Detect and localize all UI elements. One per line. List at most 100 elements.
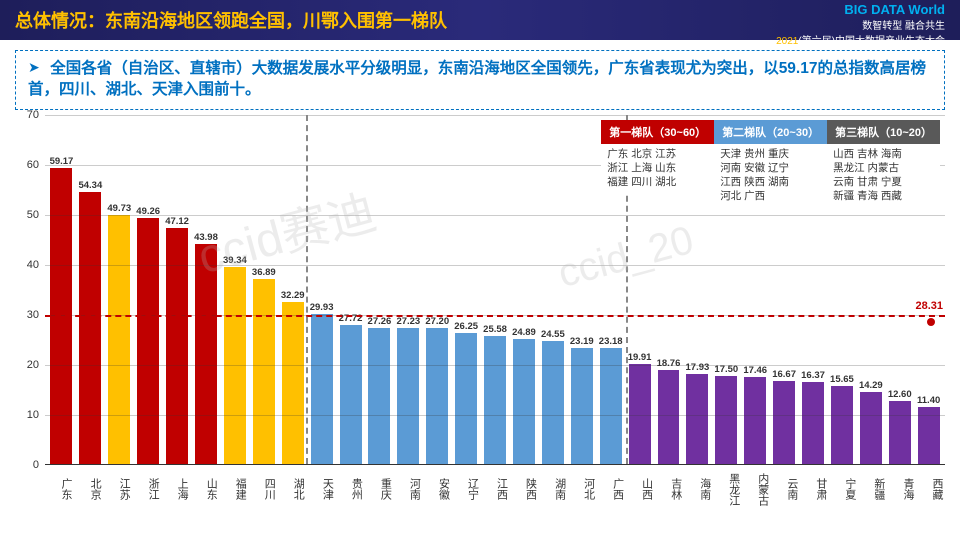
bar-chart: ccid赛迪 ccid_20 010203040506070 59.1754.3… (15, 115, 945, 523)
tier-header: 第二梯队（20~30） (714, 120, 827, 144)
description-text: 全国各省（自治区、直辖市）大数据发展水平分级明显，东南沿海地区全国领先，广东省表… (28, 60, 926, 98)
logo: BIG DATA World (776, 2, 945, 17)
y-tick: 40 (27, 259, 39, 271)
bar (686, 374, 708, 464)
bar (340, 325, 362, 464)
bar-column: 27.26 (365, 316, 394, 464)
bar (108, 215, 130, 464)
bar (195, 244, 217, 464)
header-event: 2021(第六届)中国大数据产业生态大会 (776, 32, 945, 47)
grid-line (45, 115, 945, 116)
x-label: 四川 (248, 467, 277, 512)
bar-value-label: 18.76 (657, 358, 681, 369)
reference-line (45, 315, 945, 317)
x-label: 山西 (626, 467, 655, 512)
bar-value-label: 23.19 (570, 336, 594, 347)
x-label: 黑龙江 (713, 467, 742, 512)
x-label: 浙江 (132, 467, 161, 512)
bar (889, 401, 911, 464)
bar (715, 376, 737, 464)
y-tick: 60 (27, 159, 39, 171)
x-axis-labels: 广东北京江苏浙江上海山东福建四川湖北天津贵州重庆河南安徽辽宁江西陕西湖南河北广西… (45, 467, 945, 512)
tier-items: 广东 北京 江苏浙江 上海 山东福建 四川 湖北 (601, 144, 714, 193)
x-label: 云南 (771, 467, 800, 512)
bar (455, 333, 477, 464)
bar-column: 47.12 (163, 216, 192, 464)
final-point-marker (927, 318, 935, 326)
x-label: 陕西 (510, 467, 539, 512)
bar-column: 16.67 (770, 369, 799, 464)
x-label: 河北 (568, 467, 597, 512)
bar-value-label: 25.58 (483, 324, 507, 335)
bar-column: 19.91 (625, 352, 654, 464)
grid-line (45, 365, 945, 366)
x-label: 新疆 (858, 467, 887, 512)
bar-column: 27.23 (394, 316, 423, 464)
bar-value-label: 49.73 (107, 203, 131, 214)
bar-value-label: 27.20 (425, 316, 449, 327)
y-axis: 010203040506070 (15, 115, 45, 465)
bar-column: 16.37 (799, 370, 828, 464)
header-slogan: 数智转型 融合共生 (776, 17, 945, 32)
bar-value-label: 43.98 (194, 232, 218, 243)
x-label: 贵州 (335, 467, 364, 512)
tier-items: 山西 吉林 海南黑龙江 内蒙古云南 甘肃 宁夏新疆 青海 西藏 (827, 144, 940, 207)
x-label: 广东 (45, 467, 74, 512)
bar-column: 24.55 (538, 329, 567, 464)
bar (513, 339, 535, 463)
tier-header: 第一梯队（30~60） (601, 120, 714, 144)
bar (253, 279, 275, 463)
bar-value-label: 14.29 (859, 380, 883, 391)
bar (426, 328, 448, 464)
grid-line (45, 215, 945, 216)
bar (137, 218, 159, 464)
tier-legend: 第一梯队（30~60）广东 北京 江苏浙江 上海 山东福建 四川 湖北第二梯队（… (601, 120, 940, 207)
bar-value-label: 17.50 (714, 364, 738, 375)
x-label: 青海 (887, 467, 916, 512)
x-label: 江西 (480, 467, 509, 512)
x-label: 北京 (74, 467, 103, 512)
bar (658, 370, 680, 464)
y-tick: 20 (27, 359, 39, 371)
bar-value-label: 29.93 (310, 302, 334, 313)
bar-value-label: 27.26 (368, 316, 392, 327)
tier-items: 天津 贵州 重庆河南 安徽 辽宁江西 陕西 湖南河北 广西 (714, 144, 827, 207)
x-label: 广西 (597, 467, 626, 512)
bar (542, 341, 564, 464)
bar-column: 17.93 (683, 362, 712, 464)
bar-value-label: 36.89 (252, 267, 276, 278)
bar-value-label: 27.23 (396, 316, 420, 327)
x-label: 山东 (190, 467, 219, 512)
bar (368, 328, 390, 464)
final-point-label: 28.31 (915, 300, 943, 312)
y-tick: 30 (27, 309, 39, 321)
bar-column: 49.73 (105, 203, 134, 464)
description-box: ➤ 全国各省（自治区、直辖市）大数据发展水平分级明显，东南沿海地区全国领先，广东… (15, 50, 945, 110)
y-tick: 10 (27, 409, 39, 421)
y-tick: 0 (33, 459, 39, 471)
bar-column: 12.60 (885, 389, 914, 464)
bar (397, 328, 419, 464)
bar-value-label: 12.60 (888, 389, 912, 400)
x-label: 海南 (684, 467, 713, 512)
bar-column: 29.93 (307, 302, 336, 464)
x-label: 吉林 (655, 467, 684, 512)
x-label: 湖北 (277, 467, 306, 512)
x-label: 重庆 (364, 467, 393, 512)
header-branding: BIG DATA World 数智转型 融合共生 2021(第六届)中国大数据产… (776, 2, 945, 47)
bar-column: 23.18 (596, 336, 625, 464)
bar-value-label: 24.89 (512, 327, 536, 338)
bar-value-label: 11.40 (917, 395, 940, 406)
bar-value-label: 17.46 (743, 365, 767, 376)
bar-column: 59.17 (47, 156, 76, 464)
bar-column: 24.89 (510, 327, 539, 463)
y-tick: 50 (27, 209, 39, 221)
bar-column: 26.25 (452, 321, 481, 464)
bar (311, 314, 333, 464)
x-label: 内蒙古 (742, 467, 771, 512)
bar-value-label: 26.25 (454, 321, 478, 332)
x-label: 辽宁 (451, 467, 480, 512)
x-label: 福建 (219, 467, 248, 512)
bar-column: 18.76 (654, 358, 683, 464)
y-tick: 70 (27, 109, 39, 121)
